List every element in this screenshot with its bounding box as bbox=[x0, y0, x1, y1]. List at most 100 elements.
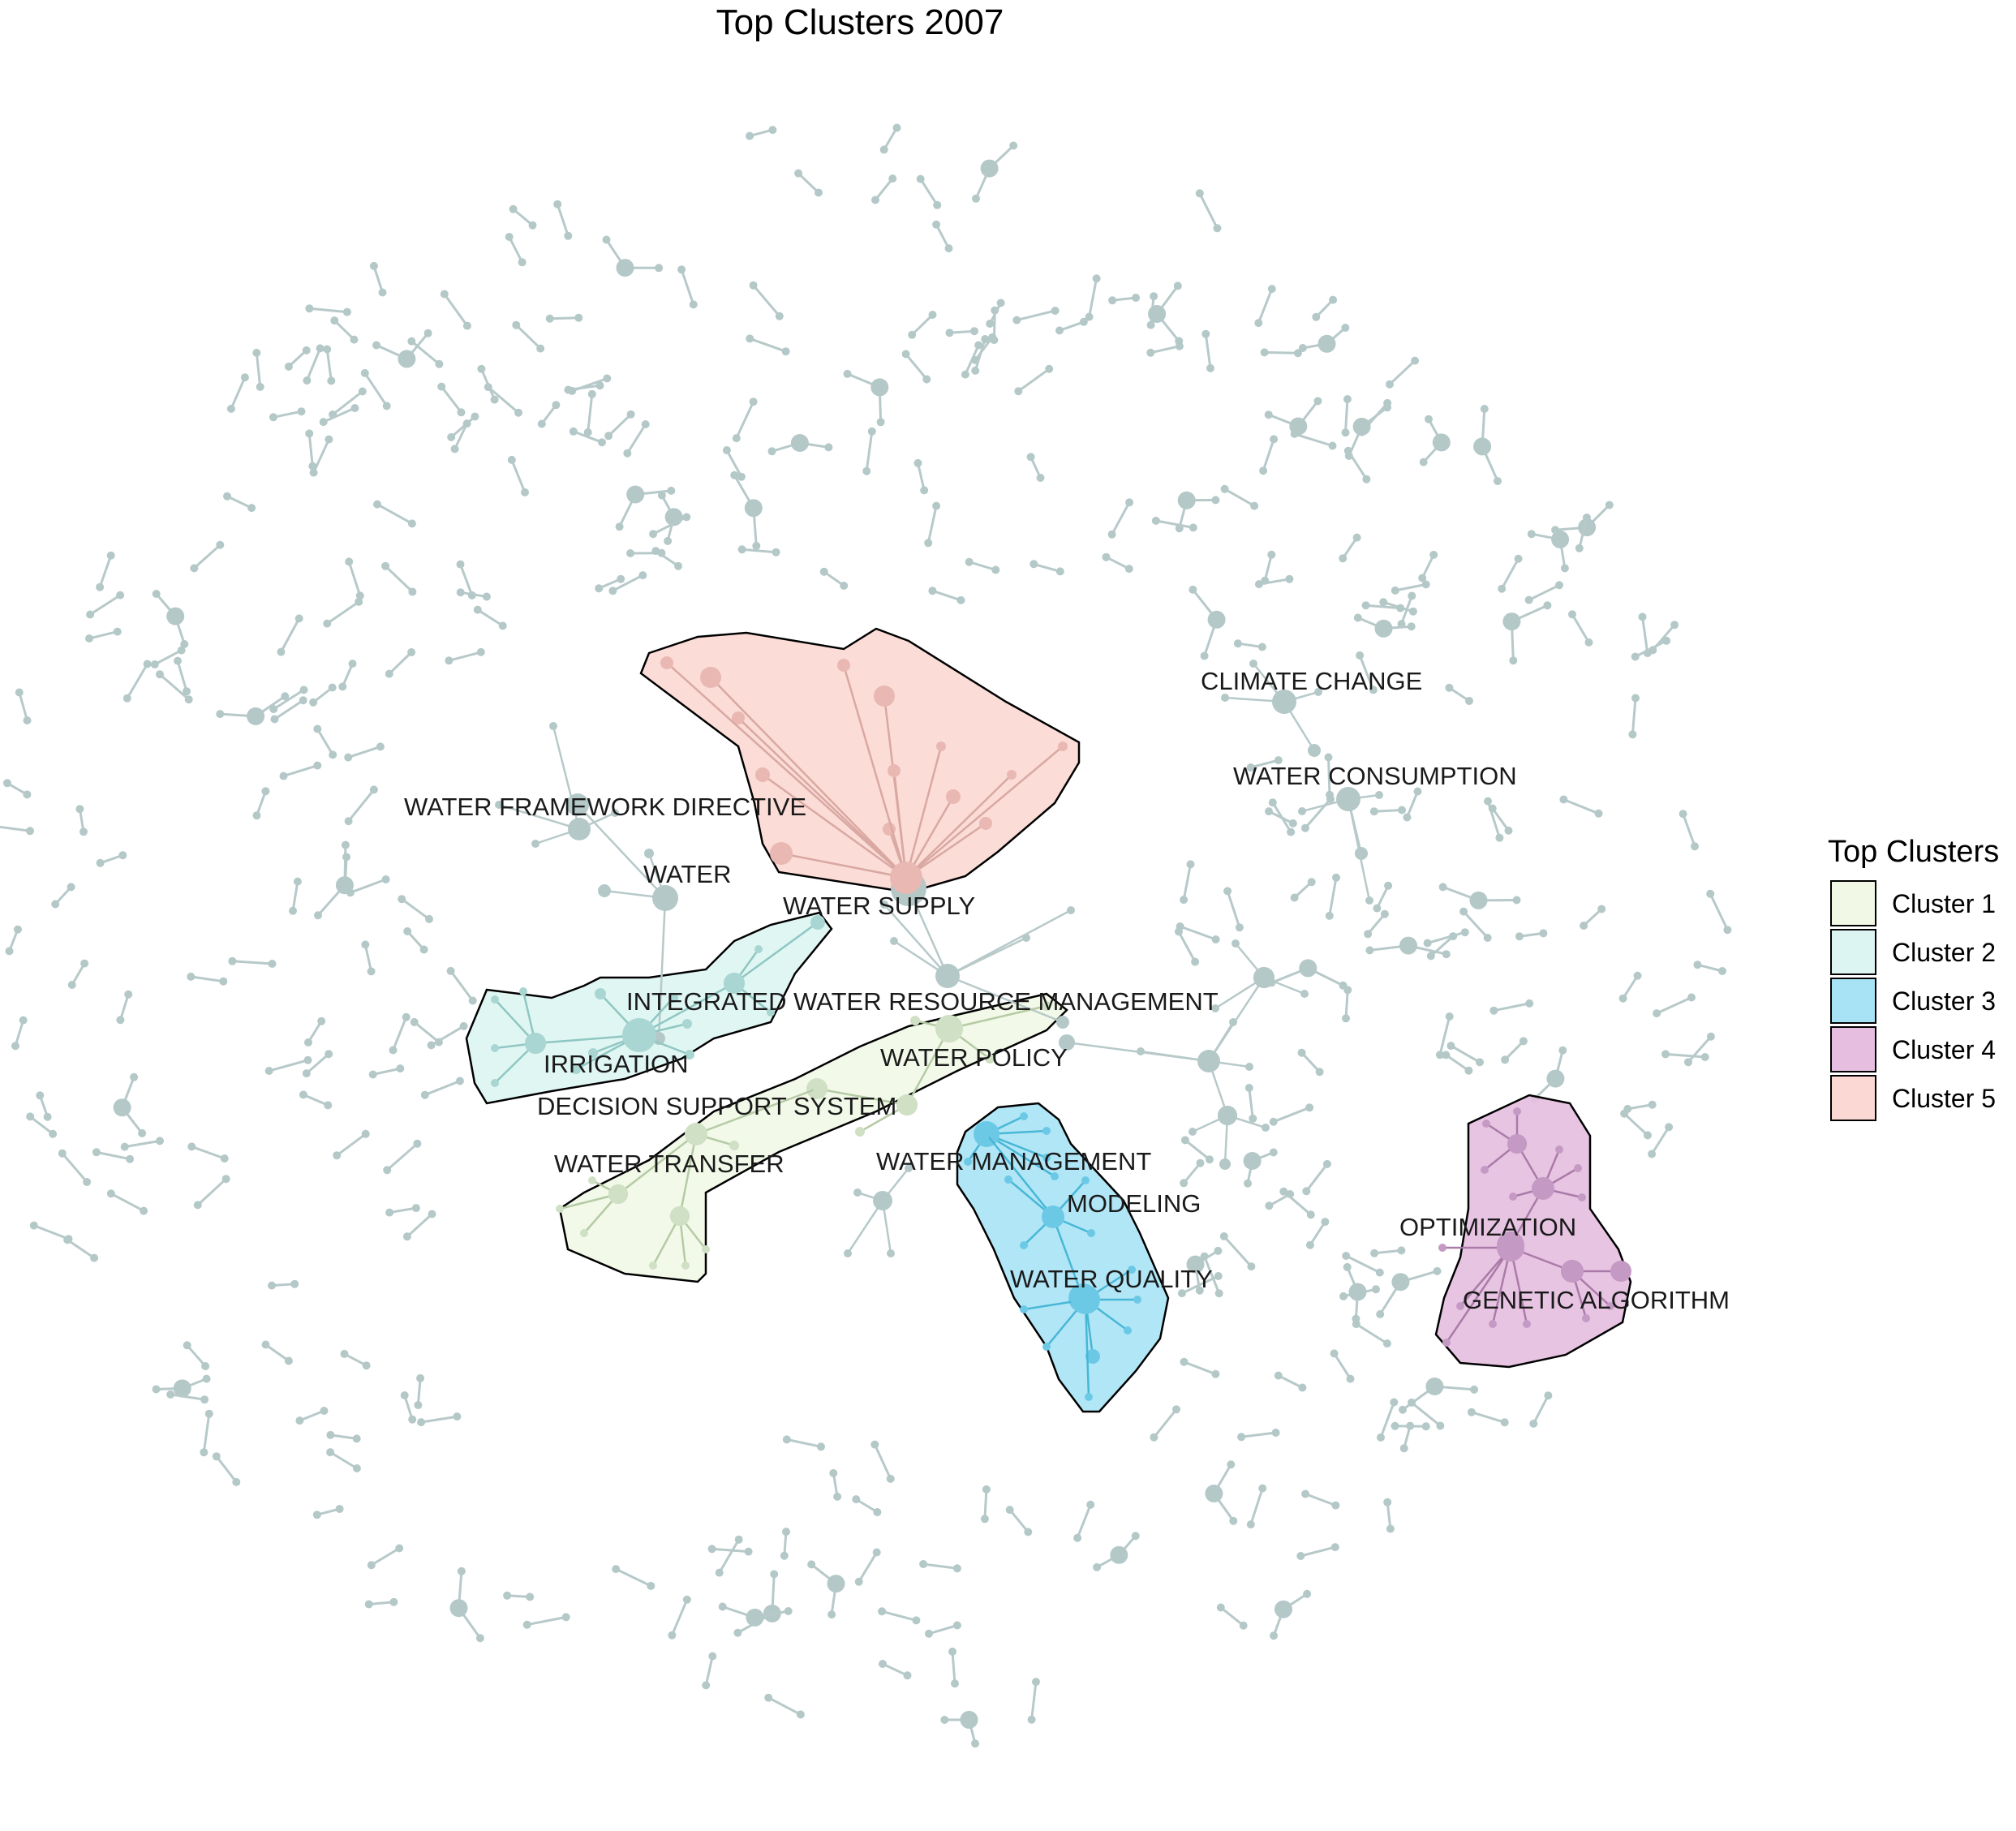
cluster-2-irrigation-hub bbox=[525, 1033, 546, 1054]
background-edge bbox=[883, 127, 898, 151]
background-node bbox=[1408, 591, 1416, 600]
background-edge bbox=[1300, 1051, 1321, 1073]
background-node bbox=[1483, 934, 1492, 942]
background-node bbox=[988, 333, 997, 342]
background-node bbox=[447, 432, 456, 441]
background-edge bbox=[1471, 1411, 1506, 1424]
background-node bbox=[156, 1137, 164, 1145]
background-node bbox=[878, 1607, 887, 1616]
background-node bbox=[545, 314, 554, 323]
background-node bbox=[1543, 601, 1552, 610]
background-node bbox=[952, 1621, 961, 1630]
background-node bbox=[290, 1279, 299, 1288]
background-node bbox=[568, 386, 577, 395]
cluster-3-quality-node bbox=[1085, 1393, 1093, 1401]
background-node bbox=[879, 1660, 887, 1668]
background-node bbox=[1177, 1289, 1186, 1298]
background-node bbox=[1670, 621, 1679, 630]
background-edge bbox=[1105, 556, 1130, 570]
background-node bbox=[118, 851, 127, 860]
background-edge bbox=[917, 462, 926, 491]
cluster-3-quality-node bbox=[1020, 1305, 1028, 1313]
background-node bbox=[309, 468, 318, 477]
background-node bbox=[1408, 1398, 1416, 1407]
label-water-policy: WATER POLICY bbox=[880, 1043, 1068, 1072]
background-node bbox=[732, 434, 741, 443]
background-node bbox=[815, 188, 823, 197]
background-edge bbox=[307, 1020, 323, 1043]
background-node bbox=[1643, 1131, 1652, 1140]
background-node bbox=[26, 827, 34, 836]
cluster-4-opt-node bbox=[1438, 1244, 1446, 1252]
background-node bbox=[1341, 324, 1350, 332]
background-node bbox=[819, 567, 828, 576]
legend-label-cluster-4: Cluster 4 bbox=[1892, 1035, 1996, 1064]
background-edge bbox=[652, 516, 687, 535]
background-hub-node bbox=[827, 1575, 845, 1593]
background-edge bbox=[1687, 1035, 1713, 1064]
background-edge bbox=[61, 1152, 88, 1183]
background-hub-node bbox=[1348, 1283, 1367, 1301]
background-node bbox=[305, 429, 314, 438]
background-node bbox=[1298, 1383, 1307, 1392]
background-edge bbox=[29, 1115, 54, 1135]
background-node bbox=[1342, 1014, 1350, 1023]
background-node bbox=[1265, 1201, 1274, 1210]
background-node bbox=[1706, 1032, 1715, 1041]
background-node bbox=[1211, 1369, 1220, 1378]
background-node bbox=[264, 1067, 273, 1075]
background-edge bbox=[1016, 309, 1055, 322]
background-node bbox=[413, 1139, 422, 1148]
background-node bbox=[892, 123, 901, 132]
background-edge bbox=[1563, 798, 1600, 815]
background-node bbox=[92, 1148, 101, 1157]
cluster-1-policy-hub bbox=[935, 1015, 963, 1042]
hub-water-hub bbox=[652, 885, 678, 911]
background-edge bbox=[1182, 864, 1192, 900]
background-node bbox=[1247, 1262, 1256, 1271]
background-node bbox=[1279, 1187, 1288, 1196]
background-node bbox=[1524, 595, 1533, 604]
background-edge bbox=[951, 1651, 956, 1684]
background-node bbox=[270, 715, 279, 724]
background-edge bbox=[1341, 536, 1358, 560]
cluster-1-sw-node bbox=[588, 1176, 596, 1184]
background-node bbox=[1331, 1501, 1340, 1510]
background-node bbox=[1191, 957, 1200, 966]
cluster-3-mgmt-edge bbox=[986, 1133, 1055, 1178]
cluster-3-modeling-hub bbox=[1042, 1206, 1064, 1228]
background-node bbox=[484, 383, 492, 392]
background-node bbox=[1397, 1246, 1406, 1255]
background-edge bbox=[326, 600, 360, 625]
background-node bbox=[784, 1607, 793, 1615]
background-node bbox=[130, 1072, 139, 1081]
background-node bbox=[373, 500, 381, 509]
background-node bbox=[414, 1401, 423, 1409]
background-edge bbox=[1155, 519, 1194, 529]
background-node bbox=[1233, 639, 1242, 648]
background-edge bbox=[573, 430, 603, 444]
background-node bbox=[1691, 842, 1699, 851]
background-node bbox=[772, 548, 780, 557]
cluster-4-upper-node bbox=[1578, 1193, 1586, 1201]
background-edge bbox=[416, 1378, 422, 1406]
background-edge bbox=[928, 1624, 958, 1635]
background-node bbox=[1125, 498, 1134, 507]
background-node bbox=[201, 1362, 210, 1370]
background-node bbox=[152, 590, 161, 598]
background-node bbox=[152, 1385, 161, 1394]
background-node bbox=[1307, 878, 1316, 887]
background-hub-node bbox=[1177, 491, 1196, 509]
background-edge bbox=[1345, 1254, 1381, 1274]
cluster-5-edge bbox=[892, 770, 908, 879]
background-node bbox=[982, 1485, 991, 1494]
cluster-4-top-node bbox=[1481, 1166, 1489, 1174]
background-node bbox=[240, 373, 249, 382]
background-node bbox=[329, 750, 337, 759]
hub-consumption-edge bbox=[1347, 798, 1371, 901]
background-node bbox=[1399, 1405, 1407, 1414]
background-node bbox=[1706, 889, 1715, 898]
background-node bbox=[1605, 501, 1614, 509]
background-node bbox=[269, 705, 278, 714]
hub-center-node bbox=[1067, 906, 1075, 914]
